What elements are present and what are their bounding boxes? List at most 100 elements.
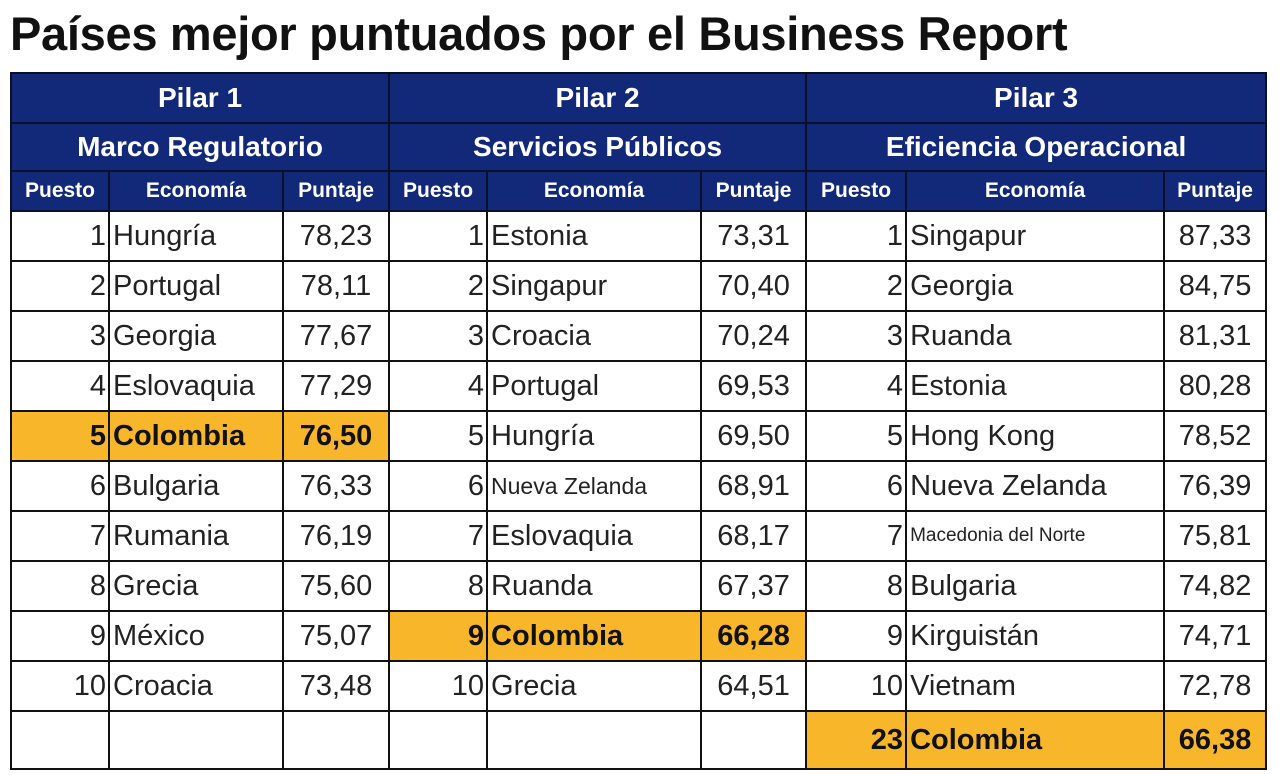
cell-economy: Eslovaquia [486,510,703,562]
cell-score: 75,07 [281,610,391,662]
cell-economy [108,710,284,770]
cell-economy: Colombia [486,610,703,662]
cell-economy: Grecia [108,560,284,612]
cell-rank: 8 [10,560,110,612]
column-header-score: Puntaje [700,170,808,212]
cell-economy: México [108,610,284,662]
cell-rank: 10 [10,660,110,712]
cell-economy: Hungría [486,410,703,462]
cell-rank: 4 [805,360,908,412]
cell-economy: Estonia [905,360,1166,412]
cell-score: 80,28 [1163,360,1268,412]
cell-economy: Kirguistán [905,610,1166,662]
table-row: 1 Hungría 78,23 1 Estonia 73,31 1 Singapur 87,33 [10,210,1268,262]
cell-economy: Hungría [108,210,284,262]
cell-score: 67,37 [700,560,808,612]
cell-score: 75,60 [281,560,391,612]
cell-score: 68,17 [700,510,808,562]
cell-score [281,710,391,770]
cell-rank: 4 [10,360,110,412]
cell-rank [10,710,110,770]
column-header-rank: Puesto [388,170,489,212]
cell-economy: Singapur [905,210,1166,262]
cell-economy: Hong Kong [905,410,1166,462]
table-row: 23 Colombia 66,38 [10,710,1268,770]
cell-score: 73,48 [281,660,391,712]
cell-score: 77,29 [281,360,391,412]
cell-score: 68,91 [700,460,808,512]
cell-rank: 7 [388,510,489,562]
cell-economy: Croacia [486,310,703,362]
table-row: 10 Croacia 73,48 10 Grecia 64,51 10 Vietnam 72,7… [10,660,1268,712]
cell-score: 73,31 [700,210,808,262]
cell-score: 81,31 [1163,310,1268,362]
cell-score: 76,50 [281,410,391,462]
column-header-score: Puntaje [281,170,391,212]
cell-rank: 2 [10,260,110,312]
cell-rank: 5 [10,410,110,462]
pillar-1-name: Pilar 1 [9,72,391,124]
cell-score: 87,33 [1163,210,1268,262]
cell-economy: Grecia [486,660,703,712]
cell-score: 69,50 [700,410,808,462]
pillar-2-subtitle: Servicios Públicos [388,122,808,172]
table-row: 6 Bulgaria 76,33 6 Nueva Zelanda 68,91 6 Nueva … [10,460,1268,512]
table-row: 7 Rumania 76,19 7 Eslovaquia 68,17 7 Macedonia … [10,510,1268,562]
cell-rank: 4 [388,360,489,412]
cell-economy: Colombia [108,410,284,462]
cell-rank: 23 [805,710,908,770]
pillar-1-subtitle: Marco Regulatorio [9,122,391,172]
cell-economy: Singapur [486,260,703,312]
cell-rank: 5 [805,410,908,462]
page-title: Países mejor puntuados por el Business R… [10,7,1068,60]
cell-score: 74,71 [1163,610,1268,662]
table-row: 5 Colombia 76,50 5 Hungría 69,50 5 Hong Kong 78,… [10,410,1268,462]
cell-score: 70,40 [700,260,808,312]
column-header-row: Puesto Economía Puntaje Puesto Economía Punta… [10,170,1268,212]
cell-rank: 10 [805,660,908,712]
cell-economy [486,710,703,770]
column-header-score: Puntaje [1163,170,1268,212]
cell-score: 77,67 [281,310,391,362]
cell-rank: 10 [388,660,489,712]
column-header-economy: Economía [486,170,703,212]
cell-economy: Bulgaria [905,560,1166,612]
cell-score: 75,81 [1163,510,1268,562]
cell-economy: Croacia [108,660,284,712]
cell-score: 74,82 [1163,560,1268,612]
cell-economy: Georgia [108,310,284,362]
cell-economy: Bulgaria [108,460,284,512]
cell-economy: Portugal [108,260,284,312]
cell-economy: Ruanda [486,560,703,612]
cell-rank: 1 [388,210,489,262]
pillar-2-name: Pilar 2 [388,72,808,124]
cell-rank: 7 [10,510,110,562]
cell-economy: Nueva Zelanda [905,460,1166,512]
cell-economy: Estonia [486,210,703,262]
cell-economy: Nueva Zelanda [486,460,703,512]
cell-economy: Rumania [108,510,284,562]
cell-economy: Eslovaquia [108,360,284,412]
cell-rank: 3 [805,310,908,362]
table-row: 8 Grecia 75,60 8 Ruanda 67,37 8 Bulgaria 74,82 [10,560,1268,612]
cell-economy: Macedonia del Norte [905,510,1166,562]
table-row: 3 Georgia 77,67 3 Croacia 70,24 3 Ruanda 81,31 [10,310,1268,362]
cell-rank: 9 [805,610,908,662]
cell-score: 72,78 [1163,660,1268,712]
pillar-3-name: Pilar 3 [805,72,1268,124]
cell-rank: 6 [10,460,110,512]
pillar-subtitle-row: Marco Regulatorio Servicios Públicos Efi… [9,122,1268,172]
cell-score: 66,38 [1163,710,1268,770]
cell-score: 78,11 [281,260,391,312]
cell-economy: Portugal [486,360,703,412]
cell-score [700,710,808,770]
column-header-economy: Economía [108,170,284,212]
cell-rank: 3 [388,310,489,362]
table-row: 9 México 75,07 9 Colombia 66,28 9 Kirguistán 74,… [10,610,1268,662]
cell-economy: Ruanda [905,310,1166,362]
cell-economy: Colombia [905,710,1166,770]
cell-rank: 2 [805,260,908,312]
cell-score: 70,24 [700,310,808,362]
cell-score: 76,39 [1163,460,1268,512]
pillar-3-subtitle: Eficiencia Operacional [805,122,1268,172]
